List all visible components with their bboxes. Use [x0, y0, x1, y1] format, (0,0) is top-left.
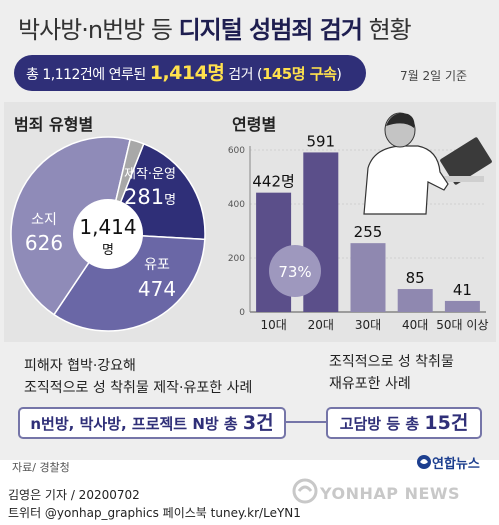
pie-slice-possession: [10, 136, 132, 316]
yonhap-watermark-text: YONHAP NEWS: [320, 484, 461, 503]
bar-note-circle: [269, 245, 321, 297]
pie-label-production-name: 제작·운영: [124, 167, 176, 182]
bar-value-label: 442명: [252, 173, 294, 191]
person-body-shape: [363, 145, 449, 215]
bar-ytick-label: 200: [228, 254, 245, 264]
keyboard-shape: [414, 176, 484, 182]
summary-banner: 총 1,112건에 연루된 1,414명 검거 (145명 구속): [14, 55, 366, 91]
bar-ytick-label: 0: [239, 308, 245, 318]
bar-category-label: 40대: [402, 318, 428, 332]
bar-value-label: 591: [306, 132, 335, 150]
bar-category-label: 20대: [308, 318, 334, 332]
pie-center-unit: 명: [102, 243, 114, 258]
monitor-shape: [440, 137, 492, 185]
person-at-computer-illustration: [363, 112, 492, 215]
bar-note-text: 73%: [278, 263, 311, 281]
connector-line: [286, 421, 326, 423]
bar-value-label: 41: [453, 281, 472, 299]
bar-4: [444, 300, 480, 312]
bar-3: [397, 289, 433, 312]
pill-left: n번방, 박사방, 프로젝트 N방 총 3건: [18, 407, 286, 439]
bar-ytick-label: 400: [228, 200, 245, 210]
credit: 김영은 기자 / 20200702 트위터 @yonhap_graphics 페…: [8, 488, 301, 520]
pie-label-possession-name: 소지: [31, 212, 57, 228]
pie-section-title: 범죄 유형별: [14, 115, 94, 134]
bar-2: [350, 243, 386, 312]
bar-category-label: 30대: [355, 318, 381, 332]
pie-label-production-value: 281명: [124, 185, 176, 209]
bar-value-label: 85: [406, 269, 425, 287]
pie-center-value: 1,414: [79, 215, 136, 239]
caption-left: 피해자 협박·강요해 조직적으로 성 착취물 제작·유포한 사례: [24, 358, 253, 396]
bar-value-label: 255: [354, 223, 383, 241]
caption-right: 조직적으로 성 착취물 재유포한 사례: [329, 354, 454, 392]
yna-logo-text: 연합뉴스: [432, 457, 480, 472]
source-label: 자료/ 경찰청: [12, 461, 70, 474]
pie-center-hole: [73, 199, 143, 269]
pie-label-distribution-name: 유포: [144, 257, 170, 273]
bar-section-title: 연령별: [232, 115, 277, 134]
date-label: 7월 2일 기준: [400, 69, 468, 83]
bar-ytick-label: 600: [228, 146, 245, 156]
pill-right: 고담방 등 총 15건: [326, 407, 482, 439]
bar-category-label: 50대 이상: [436, 318, 488, 332]
bar-category-label: 10대: [260, 318, 286, 332]
page-title: 박사방·n번방 등 디지털 성범죄 검거 현황: [18, 16, 412, 44]
yonhap-watermark-icon: [292, 478, 318, 504]
pie-chart: 1,414 명 제작·운영 281명 유포 474 소지 626: [10, 136, 206, 332]
pie-slice-distribution: [52, 233, 206, 332]
pie-label-possession-value: 626: [25, 231, 63, 255]
yna-logo-icon: [417, 455, 431, 469]
person-hair-shape: [386, 113, 415, 128]
pie-label-distribution-value: 474: [138, 277, 176, 301]
